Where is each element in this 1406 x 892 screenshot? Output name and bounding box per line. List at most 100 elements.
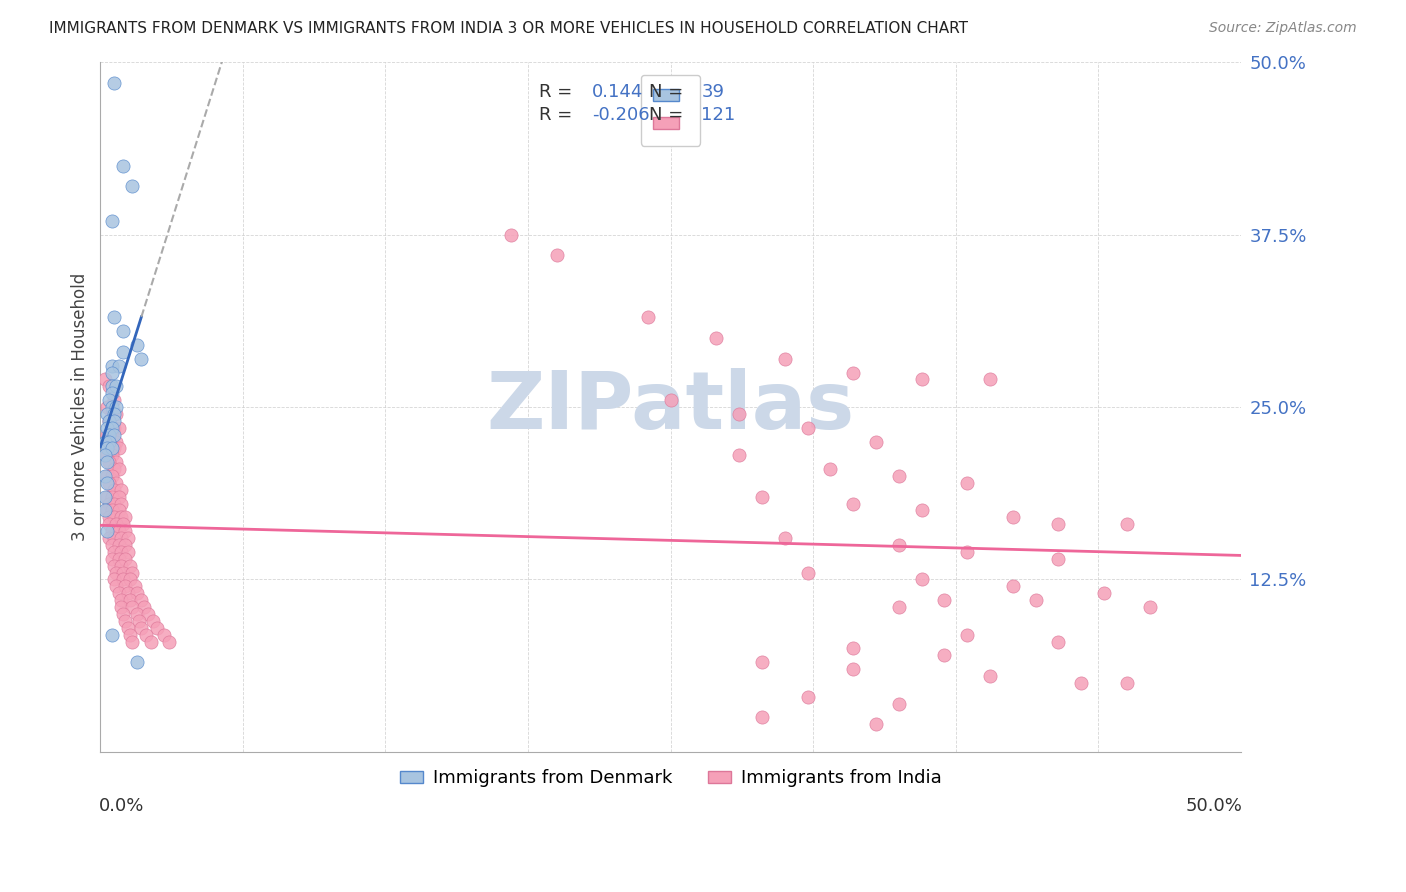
Point: [125, 338, 148, 352]
Point: [100, 214, 122, 228]
Point: [103, 414, 125, 428]
Point: [98, 510, 121, 524]
Text: 50.0%: 50.0%: [1185, 797, 1241, 814]
Point: [121, 566, 143, 580]
Point: [887, 538, 910, 552]
Point: [956, 475, 979, 490]
Point: [105, 434, 128, 449]
Point: [94, 503, 117, 517]
Point: [103, 393, 125, 408]
Point: [100, 427, 122, 442]
Point: [98, 455, 121, 469]
Point: [98, 379, 121, 393]
Point: [107, 538, 129, 552]
Point: [956, 627, 979, 641]
Point: [112, 566, 135, 580]
Point: [103, 531, 125, 545]
Point: [1070, 676, 1092, 690]
Point: [910, 503, 932, 517]
Point: [117, 545, 139, 559]
Text: N =: N =: [650, 83, 683, 101]
Point: [103, 462, 125, 476]
Point: [979, 372, 1001, 386]
Point: [146, 621, 169, 635]
Point: [135, 627, 157, 641]
Point: [98, 517, 121, 532]
Point: [728, 407, 751, 421]
Point: [100, 421, 122, 435]
Point: [96, 407, 118, 421]
Point: [107, 551, 129, 566]
Text: -0.206: -0.206: [592, 105, 650, 124]
Point: [842, 366, 865, 380]
Point: [131, 593, 153, 607]
Point: [105, 400, 128, 414]
Point: [105, 407, 128, 421]
Point: [105, 579, 128, 593]
Point: [637, 310, 659, 325]
Point: [887, 600, 910, 615]
Point: [100, 469, 122, 483]
Point: [796, 690, 818, 704]
Point: [114, 510, 136, 524]
Point: [94, 448, 117, 462]
Point: [103, 310, 125, 325]
Point: [100, 442, 122, 456]
Point: [107, 421, 129, 435]
Point: [100, 379, 122, 393]
Point: [103, 510, 125, 524]
Point: [103, 421, 125, 435]
Point: [125, 586, 148, 600]
Point: [118, 573, 141, 587]
Point: [121, 600, 143, 615]
Point: [132, 600, 155, 615]
Point: [979, 669, 1001, 683]
Point: [131, 351, 153, 366]
Point: [100, 538, 122, 552]
Point: [100, 407, 122, 421]
Point: [117, 586, 139, 600]
Point: [103, 483, 125, 497]
Point: [114, 524, 136, 539]
Point: [751, 710, 773, 724]
Point: [100, 551, 122, 566]
Point: [773, 531, 796, 545]
Point: [100, 366, 122, 380]
Point: [114, 579, 136, 593]
Point: [94, 490, 117, 504]
Point: [1001, 510, 1024, 524]
Point: [96, 490, 118, 504]
Text: 121: 121: [702, 105, 735, 124]
Point: [103, 497, 125, 511]
Point: [107, 490, 129, 504]
Point: [1001, 579, 1024, 593]
Point: [796, 421, 818, 435]
Point: [103, 558, 125, 573]
Point: [796, 566, 818, 580]
Point: [96, 421, 118, 435]
Point: [98, 393, 121, 408]
Point: [887, 469, 910, 483]
Point: [128, 614, 150, 628]
Point: [865, 434, 887, 449]
Point: [103, 76, 125, 90]
Point: [910, 573, 932, 587]
Point: [124, 579, 146, 593]
Point: [94, 469, 117, 483]
Point: [105, 455, 128, 469]
Point: [112, 573, 135, 587]
Point: [112, 159, 135, 173]
Point: [96, 455, 118, 469]
Point: [118, 627, 141, 641]
Point: [107, 462, 129, 476]
Point: [94, 434, 117, 449]
Point: [98, 497, 121, 511]
Point: [100, 448, 122, 462]
Point: [751, 655, 773, 669]
Legend: Immigrants from Denmark, Immigrants from India: Immigrants from Denmark, Immigrants from…: [392, 762, 949, 795]
Point: [1115, 676, 1137, 690]
Point: [110, 558, 132, 573]
Point: [728, 448, 751, 462]
Point: [112, 324, 135, 338]
Point: [100, 524, 122, 539]
